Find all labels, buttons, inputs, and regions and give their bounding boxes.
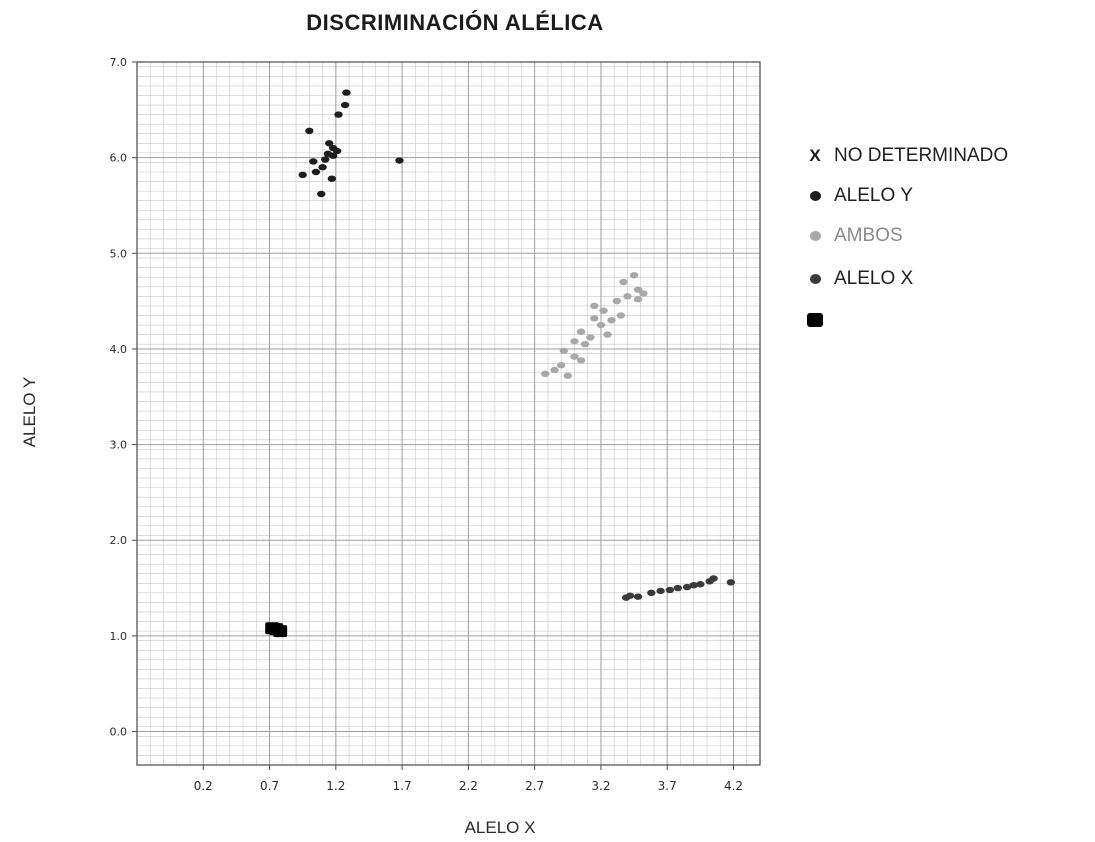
legend-item-ambos: AMBOS bbox=[806, 223, 903, 249]
legend-label: ALELO X bbox=[834, 268, 913, 290]
data-point bbox=[560, 348, 568, 354]
data-point bbox=[305, 128, 313, 134]
data-point bbox=[696, 581, 704, 587]
data-point bbox=[557, 362, 565, 368]
y-tick-label: 5.0 bbox=[110, 247, 128, 260]
legend-item-alelo-x: ALELO X bbox=[806, 266, 913, 292]
y-tick-label: 0.0 bbox=[110, 726, 128, 739]
legend-label: ALELO Y bbox=[834, 185, 913, 207]
data-point bbox=[309, 158, 317, 164]
y-tick-label: 3.0 bbox=[110, 439, 128, 452]
data-point bbox=[395, 157, 403, 163]
data-point bbox=[577, 329, 585, 335]
data-point bbox=[619, 279, 627, 285]
legend-item-alelo-y: ALELO Y bbox=[806, 183, 913, 209]
y-tick-label: 4.0 bbox=[110, 343, 128, 356]
data-point bbox=[607, 317, 615, 323]
x-tick-label: 2.7 bbox=[525, 779, 544, 793]
dot-marker-icon bbox=[806, 274, 824, 284]
data-point bbox=[613, 298, 621, 304]
legend-item-no-determinado: X NO DETERMINADO bbox=[806, 143, 1008, 169]
x-tick-label: 0.2 bbox=[194, 779, 213, 793]
data-point bbox=[586, 334, 594, 340]
data-point bbox=[581, 341, 589, 347]
data-point bbox=[550, 367, 558, 373]
data-point bbox=[298, 172, 306, 178]
data-point bbox=[599, 307, 607, 313]
data-point bbox=[634, 296, 642, 302]
data-point bbox=[570, 353, 578, 359]
y-axis-title: ALELO Y bbox=[20, 377, 40, 448]
data-point bbox=[334, 111, 342, 117]
x-marker-icon: X bbox=[806, 146, 824, 166]
data-point bbox=[626, 593, 634, 599]
x-tick-label: 1.2 bbox=[326, 779, 345, 793]
x-tick-label: 1.7 bbox=[393, 779, 412, 793]
data-point bbox=[647, 590, 655, 596]
data-point bbox=[328, 175, 336, 181]
x-tick-label: 3.7 bbox=[658, 779, 677, 793]
x-axis-title: ALELO X bbox=[400, 818, 600, 838]
data-point-square bbox=[269, 623, 283, 635]
data-point bbox=[709, 575, 717, 581]
data-point bbox=[342, 89, 350, 95]
legend-label: NO DETERMINADO bbox=[834, 145, 1008, 167]
y-tick-label: 1.0 bbox=[110, 630, 128, 643]
data-point bbox=[321, 156, 329, 162]
axis-ticks: 0.2 0.7 1.2 1.7 2.2 2.7 3.2 3.7 4.2 0.0 1.0 2.0 3.0 4… bbox=[110, 56, 744, 793]
data-point bbox=[312, 169, 320, 175]
data-point bbox=[564, 373, 572, 379]
data-point bbox=[603, 331, 611, 337]
data-point bbox=[590, 303, 598, 309]
data-point bbox=[666, 587, 674, 593]
data-point bbox=[590, 315, 598, 321]
data-point bbox=[634, 593, 642, 599]
y-tick-label: 7.0 bbox=[110, 56, 128, 69]
data-point bbox=[727, 579, 735, 585]
data-point bbox=[570, 338, 578, 344]
data-point bbox=[639, 290, 647, 296]
data-point bbox=[597, 322, 605, 328]
legend-item-square bbox=[806, 307, 834, 333]
y-tick-label: 6.0 bbox=[110, 152, 128, 165]
grid bbox=[137, 62, 760, 765]
data-point bbox=[674, 585, 682, 591]
data-point bbox=[623, 293, 631, 299]
x-tick-label: 2.2 bbox=[459, 779, 478, 793]
x-tick-label: 3.2 bbox=[591, 779, 610, 793]
dot-marker-icon bbox=[806, 231, 824, 241]
data-point bbox=[541, 371, 549, 377]
x-tick-label: 4.2 bbox=[724, 779, 743, 793]
square-marker-icon bbox=[806, 313, 824, 327]
data-point bbox=[341, 102, 349, 108]
y-tick-label: 2.0 bbox=[110, 534, 128, 547]
dot-marker-icon bbox=[806, 191, 824, 201]
x-tick-label: 0.7 bbox=[260, 779, 279, 793]
data-point bbox=[656, 588, 664, 594]
data-point bbox=[318, 164, 326, 170]
data-point bbox=[329, 153, 337, 159]
data-point bbox=[617, 312, 625, 318]
data-point bbox=[630, 272, 638, 278]
legend-label: AMBOS bbox=[834, 225, 903, 247]
data-point bbox=[577, 357, 585, 363]
data-point bbox=[317, 191, 325, 197]
